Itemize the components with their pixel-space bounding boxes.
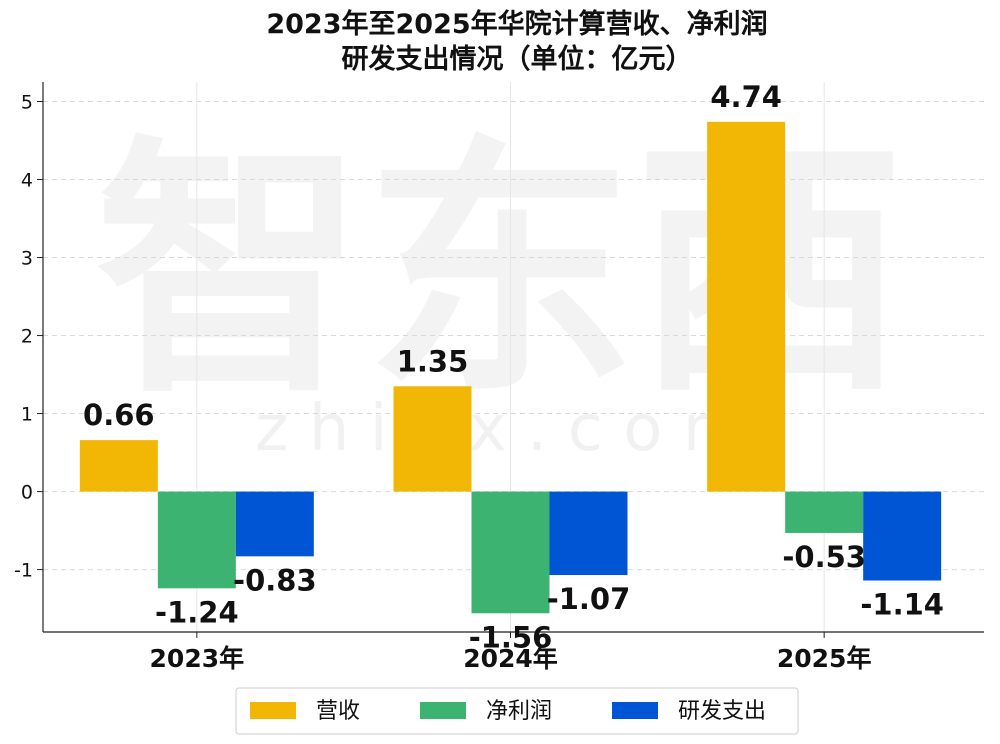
bar-revenue (79, 440, 158, 492)
bar-revenue (393, 386, 472, 492)
chart-title-line-1: 2023年至2025年华院计算营收、净利润 (266, 8, 767, 40)
y-tick-label: 2 (21, 326, 33, 348)
bar-net-profit (471, 491, 550, 614)
data-label-net-profit: -0.53 (782, 540, 866, 574)
data-label-revenue: 1.35 (397, 344, 469, 378)
axes: -1 0 1 2 3 4 5 2023年 2024年 2025年 (14, 82, 984, 673)
data-labels: 0.66 1.35 4.74 -1.24 -1.56 -0.53 -0.83 -1.07 -1.… (83, 80, 944, 654)
data-label-rd-expense: -1.07 (547, 582, 631, 616)
bars (79, 121, 942, 614)
legend-swatch-net-profit (420, 702, 466, 719)
bar-revenue (707, 121, 786, 492)
y-tick-label: -1 (14, 560, 33, 582)
bar-net-profit (157, 491, 236, 589)
legend-label-net-profit: 净利润 (486, 699, 552, 724)
bar-net-profit (785, 491, 864, 533)
chart-title-line-2: 研发支出情况（单位：亿元） (342, 43, 693, 75)
data-label-net-profit: -1.24 (155, 595, 239, 629)
y-tick-label: 3 (21, 248, 33, 270)
y-tick-label: 5 (21, 92, 33, 114)
bar-rd-expense (549, 491, 628, 576)
y-tick-label: 1 (21, 404, 33, 426)
bar-rd-expense (235, 491, 314, 557)
legend-label-revenue: 营收 (316, 699, 360, 724)
watermark-url: z h i d x . c o m (255, 392, 745, 466)
legend-box (235, 687, 799, 735)
x-tick-label: 2023年 (150, 644, 245, 673)
x-tick-label: 2024年 (463, 644, 558, 673)
data-label-rd-expense: -0.83 (233, 563, 317, 597)
legend-label-rd-expense: 研发支出 (678, 699, 766, 724)
data-label-revenue: 0.66 (83, 398, 155, 432)
legend-swatch-revenue (250, 702, 296, 719)
x-tick-label: 2025年 (777, 644, 872, 673)
data-label-revenue: 4.74 (710, 80, 782, 114)
data-label-rd-expense: -1.14 (860, 588, 944, 622)
legend: 营收 净利润 研发支出 (235, 687, 799, 735)
y-tick-label: 4 (21, 170, 33, 192)
bar-rd-expense (863, 491, 942, 581)
data-label-net-profit: -1.56 (469, 620, 553, 654)
y-tick-label: 0 (21, 482, 33, 504)
legend-swatch-rd-expense (612, 702, 658, 719)
